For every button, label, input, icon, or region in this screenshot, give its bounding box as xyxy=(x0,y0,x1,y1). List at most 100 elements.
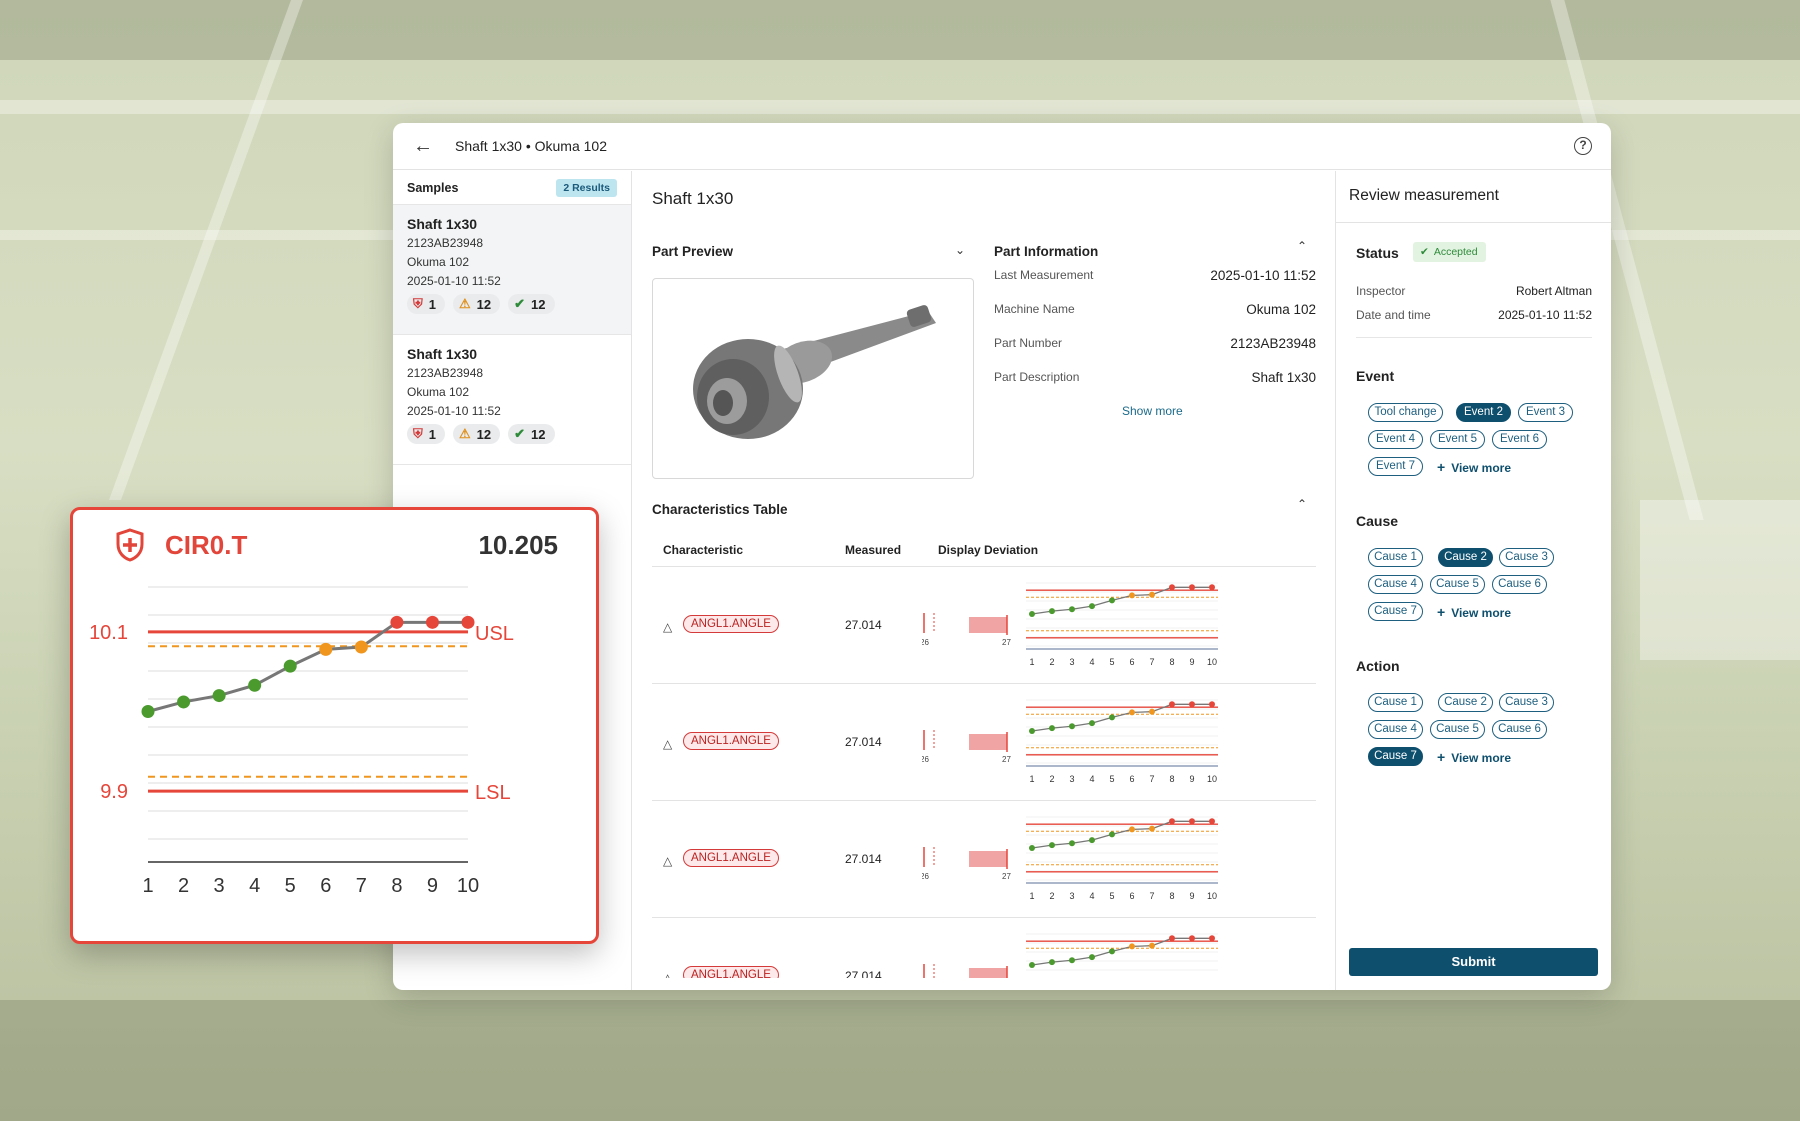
table-row[interactable]: △ ANGL1.ANGLE 27.014 26 27 1 2 3 4 5 6 7 8 9 10 xyxy=(652,684,1316,801)
chevron-down-icon[interactable]: ⌄ xyxy=(955,243,966,257)
x-tick-label: 9 xyxy=(1189,774,1194,784)
x-tick-label: 2 xyxy=(1049,657,1054,667)
chevron-up-icon[interactable]: ⌃ xyxy=(1297,239,1308,253)
ok-count: ✔ 12 xyxy=(508,294,555,314)
deviation-bar xyxy=(969,617,1007,633)
cause-chip[interactable]: Cause 7 xyxy=(1368,602,1423,621)
window-title: Shaft 1x30 • Okuma 102 xyxy=(455,138,607,154)
cause-chip[interactable]: Cause 2 xyxy=(1438,548,1493,567)
data-point xyxy=(1169,935,1175,942)
event-chip[interactable]: Event 6 xyxy=(1492,430,1547,449)
data-point xyxy=(177,695,191,709)
info-key: Machine Name xyxy=(994,302,1075,316)
deviation-label: 26 xyxy=(922,755,929,764)
action-chip[interactable]: Cause 3 xyxy=(1499,693,1554,712)
sample-item[interactable]: Shaft 1x30 2123AB23948 Okuma 102 2025-01… xyxy=(393,205,631,335)
data-point xyxy=(1189,584,1195,591)
delta-icon: △ xyxy=(663,854,673,868)
data-point xyxy=(1069,840,1075,847)
data-point xyxy=(1209,584,1215,591)
x-tick-label: 2 xyxy=(1049,774,1054,784)
measured-value: 27.014 xyxy=(845,735,882,749)
check-circle-icon: ✔ xyxy=(1420,246,1429,258)
inspector-value: Robert Altman xyxy=(1515,284,1592,298)
deviation-label: 26 xyxy=(922,638,929,647)
info-key: Part Description xyxy=(994,370,1080,384)
event-chip[interactable]: Event 5 xyxy=(1430,430,1485,449)
date-label: Date and time xyxy=(1356,308,1431,322)
data-point xyxy=(461,615,475,629)
submit-button[interactable]: Submit xyxy=(1349,948,1598,976)
x-tick-label: 10 xyxy=(1207,891,1217,901)
warning-count: ⚠ 12 xyxy=(453,424,501,444)
x-tick-label: 3 xyxy=(1069,657,1074,667)
x-tick-label: 10 xyxy=(1207,774,1217,784)
action-chip[interactable]: Cause 1 xyxy=(1368,693,1423,712)
event-chip[interactable]: Event 7 xyxy=(1368,457,1423,476)
event-chip[interactable]: Event 4 xyxy=(1368,430,1423,449)
x-tick-label: 5 xyxy=(1109,657,1114,667)
x-tick-label: 4 xyxy=(1089,774,1094,784)
x-tick-label: 9 xyxy=(1189,657,1194,667)
cause-chip[interactable]: Cause 6 xyxy=(1492,575,1547,594)
show-more-link[interactable]: Show more xyxy=(1122,404,1183,418)
x-tick-label: 7 xyxy=(1149,657,1154,667)
part-preview-image xyxy=(652,278,974,479)
view-more-link[interactable]: + View more xyxy=(1437,604,1511,620)
col-characteristic: Characteristic xyxy=(663,543,744,557)
help-icon[interactable]: ? xyxy=(1574,137,1592,155)
x-tick-label: 6 xyxy=(1129,891,1134,901)
event-chip[interactable]: Tool change xyxy=(1368,403,1443,422)
action-chip[interactable]: Cause 4 xyxy=(1368,720,1423,739)
event-chip[interactable]: Event 3 xyxy=(1518,403,1573,422)
table-row[interactable]: △ ANGL1.ANGLE 27.014 26 27 1 2 3 4 5 6 7 8 9 10 xyxy=(652,918,1316,978)
cause-chip[interactable]: Cause 3 xyxy=(1499,548,1554,567)
plus-icon: + xyxy=(1437,604,1446,620)
inspector-label: Inspector xyxy=(1356,284,1406,298)
data-point xyxy=(141,705,155,718)
cause-chip[interactable]: Cause 1 xyxy=(1368,548,1423,567)
plus-icon: + xyxy=(1437,749,1446,765)
x-tick-label: 4 xyxy=(249,875,260,897)
status-label: Status xyxy=(1356,245,1399,261)
cause-chip[interactable]: Cause 5 xyxy=(1430,575,1485,594)
deviation-chart: 26 27 1 2 3 4 5 6 7 8 9 10 xyxy=(922,582,1218,667)
view-more-link[interactable]: + View more xyxy=(1437,749,1511,765)
deviation-label: 27 xyxy=(1002,755,1011,764)
data-point xyxy=(1049,608,1055,615)
back-arrow-icon[interactable]: ← xyxy=(413,134,433,157)
deviation-chart: 26 27 1 2 3 4 5 6 7 8 9 10 xyxy=(922,699,1218,784)
data-point xyxy=(1129,592,1135,599)
data-point xyxy=(1129,709,1135,716)
data-point xyxy=(1029,962,1035,968)
x-tick-label: 2 xyxy=(178,875,189,897)
view-more-link[interactable]: + View more xyxy=(1437,459,1511,475)
info-value: 2123AB23948 xyxy=(1230,336,1316,351)
x-tick-label: 7 xyxy=(1149,891,1154,901)
table-row[interactable]: △ ANGL1.ANGLE 27.014 26 27 1 2 3 4 5 6 7 8 9 10 xyxy=(652,567,1316,684)
action-label: Action xyxy=(1356,658,1400,674)
x-tick-label: 8 xyxy=(1169,891,1174,901)
data-point xyxy=(1089,837,1095,844)
deviation-bar xyxy=(969,851,1007,867)
action-chip[interactable]: Cause 6 xyxy=(1492,720,1547,739)
sample-date: 2025-01-10 11:52 xyxy=(407,404,501,418)
sample-item[interactable]: Shaft 1x30 2123AB23948 Okuma 102 2025-01… xyxy=(393,335,631,465)
action-chip[interactable]: Cause 2 xyxy=(1438,693,1493,712)
data-point xyxy=(1149,708,1155,715)
x-tick-label: 9 xyxy=(1189,891,1194,901)
table-row[interactable]: △ ANGL1.ANGLE 27.014 26 27 1 2 3 4 5 6 7 8 9 10 xyxy=(652,801,1316,918)
deviation-label: 27 xyxy=(1002,872,1011,881)
cause-chip[interactable]: Cause 4 xyxy=(1368,575,1423,594)
data-point xyxy=(1109,597,1115,604)
action-chip[interactable]: Cause 7 xyxy=(1368,747,1423,766)
event-chip[interactable]: Event 2 xyxy=(1456,403,1511,422)
series-line xyxy=(1031,703,1212,732)
characteristic-name: CIR0.T xyxy=(165,530,248,560)
data-point xyxy=(212,689,226,703)
action-chip[interactable]: Cause 5 xyxy=(1430,720,1485,739)
chevron-up-icon[interactable]: ⌃ xyxy=(1297,497,1308,511)
control-chart: 10.1 9.9 USL LSL 1 2 3 4 5 6 7 8 9 10 xyxy=(89,586,514,897)
event-label: Event xyxy=(1356,368,1395,384)
delta-icon: △ xyxy=(663,971,673,978)
